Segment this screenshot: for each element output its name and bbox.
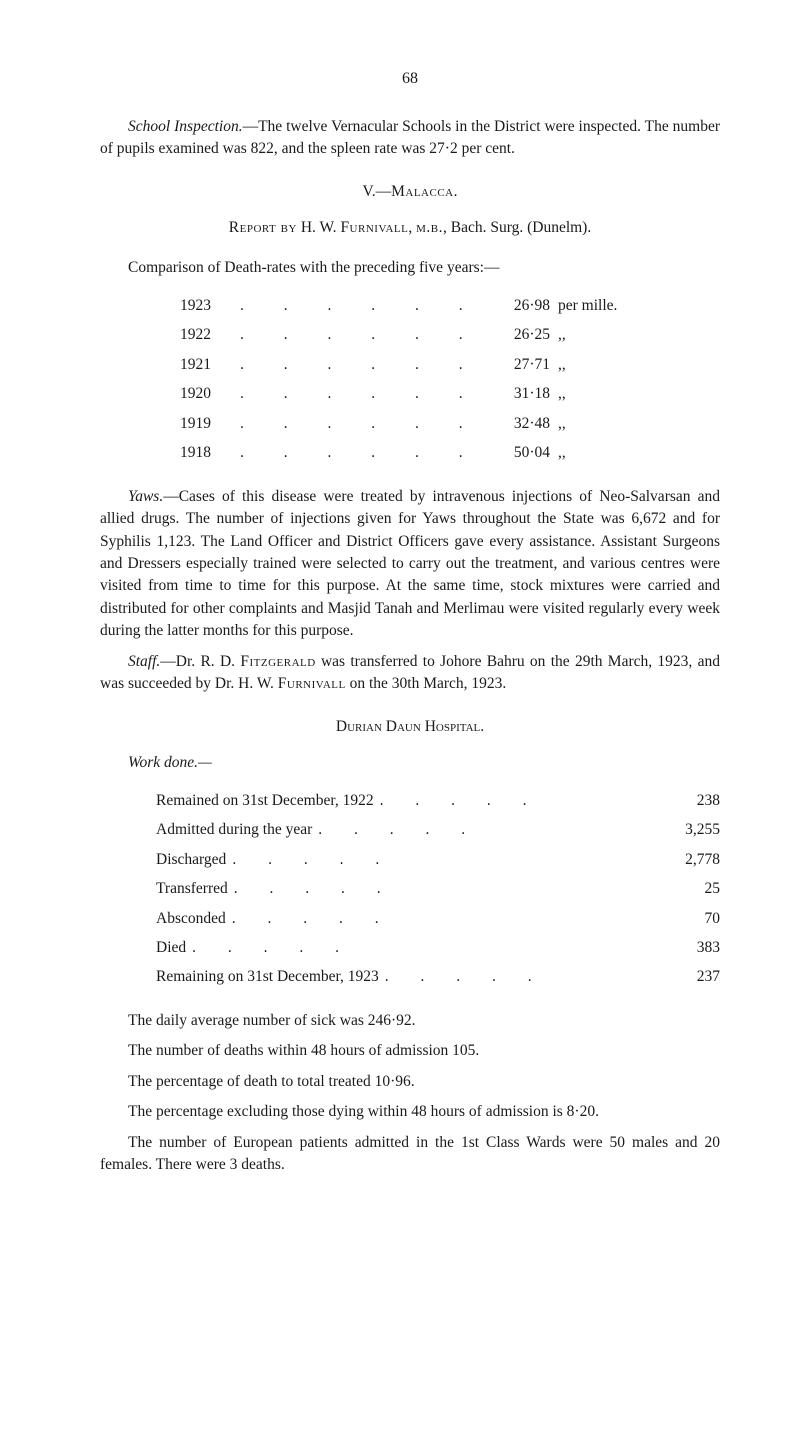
leader-dots: . . . . . [226, 904, 660, 933]
leader-dots: . . . . . [186, 933, 660, 962]
rates-value: 50·04 [490, 438, 550, 467]
rates-unit: per mille. [550, 291, 617, 320]
rates-ditto: ,, [550, 438, 566, 467]
para-deaths48: The number of deaths within 48 hours of … [100, 1040, 720, 1062]
section-heading-v: V.—Malacca. [100, 183, 720, 201]
leader-dots: . . . . . [374, 786, 660, 815]
report-by-line: Report by H. W. Furnivall, m.b., Bach. S… [100, 219, 720, 237]
work-done-label: Work done.— [128, 754, 720, 772]
rates-row: 1919 . . . . . . 32·48 ,, [180, 409, 720, 438]
work-row: Admitted during the year . . . . . 3,255 [156, 815, 720, 844]
rates-year: 1923 [180, 291, 240, 320]
work-row: Died . . . . . 383 [156, 933, 720, 962]
rates-value: 32·48 [490, 409, 550, 438]
rates-value: 26·98 [490, 291, 550, 320]
work-done-table: Remained on 31st December, 1922 . . . . … [156, 786, 720, 992]
leader-dots: . . . . . . [240, 320, 490, 349]
work-row: Remaining on 31st December, 1923 . . . .… [156, 962, 720, 991]
work-label: Remaining on 31st December, 1923 [156, 962, 379, 991]
document-page: 68 School Inspection.—The twelve Vernacu… [0, 0, 800, 1245]
work-value: 238 [660, 786, 720, 815]
report-suffix: Bach. Surg. (Dunelm). [451, 219, 591, 236]
leader-dots: . . . . . . [240, 350, 490, 379]
para-pct-total: The percentage of death to total treated… [100, 1071, 720, 1093]
rates-row: 1921 . . . . . . 27·71 ,, [180, 350, 720, 379]
work-label: Admitted during the year [156, 815, 312, 844]
hospital-heading: Durian Daun Hospital. [100, 718, 720, 736]
para-yaws: Yaws.—Cases of this disease were treated… [100, 486, 720, 643]
work-value: 383 [660, 933, 720, 962]
work-row: Remained on 31st December, 1922 . . . . … [156, 786, 720, 815]
rates-value: 27·71 [490, 350, 550, 379]
para-staff: Staff.—Dr. R. D. Fitzgerald was transfer… [100, 651, 720, 696]
work-row: Transferred . . . . . 25 [156, 874, 720, 903]
work-row: Absconded . . . . . 70 [156, 904, 720, 933]
para-daily-avg: The daily average number of sick was 246… [100, 1010, 720, 1032]
work-label: Died [156, 933, 186, 962]
rates-row: 1920 . . . . . . 31·18 ,, [180, 379, 720, 408]
para-school-inspection: School Inspection.—The twelve Vernacular… [100, 116, 720, 161]
work-label: Transferred [156, 874, 228, 903]
rates-row: 1918 . . . . . . 50·04 ,, [180, 438, 720, 467]
work-value: 2,778 [660, 845, 720, 874]
leader-dots: . . . . . [379, 962, 660, 991]
work-label: Absconded [156, 904, 226, 933]
rates-ditto: ,, [550, 409, 566, 438]
rates-year: 1919 [180, 409, 240, 438]
work-label: Remained on 31st December, 1922 [156, 786, 374, 815]
page-number: 68 [100, 70, 720, 88]
work-value: 25 [660, 874, 720, 903]
para-european: The number of European patients admitted… [100, 1132, 720, 1177]
para-pct-excl: The percentage excluding those dying wit… [100, 1101, 720, 1123]
rates-year: 1921 [180, 350, 240, 379]
rates-ditto: ,, [550, 320, 566, 349]
comparison-intro: Comparison of Death-rates with the prece… [100, 259, 720, 277]
death-rates-table: 1923 . . . . . . 26·98 per mille. 1922 .… [180, 291, 720, 468]
report-prefix: Report by [229, 219, 297, 236]
report-name: H. W. Furnivall, m.b., [301, 219, 451, 236]
rates-value: 26·25 [490, 320, 550, 349]
leader-dots: . . . . . . [240, 409, 490, 438]
rates-row: 1922 . . . . . . 26·25 ,, [180, 320, 720, 349]
work-value: 3,255 [660, 815, 720, 844]
leader-dots: . . . . . . [240, 438, 490, 467]
work-row: Discharged . . . . . 2,778 [156, 845, 720, 874]
rates-value: 31·18 [490, 379, 550, 408]
rates-ditto: ,, [550, 379, 566, 408]
rates-row: 1923 . . . . . . 26·98 per mille. [180, 291, 720, 320]
leader-dots: . . . . . [226, 845, 660, 874]
leader-dots: . . . . . . [240, 291, 490, 320]
work-label: Discharged [156, 845, 226, 874]
leader-dots: . . . . . [228, 874, 660, 903]
rates-year: 1922 [180, 320, 240, 349]
leader-dots: . . . . . [312, 815, 660, 844]
work-value: 70 [660, 904, 720, 933]
leader-dots: . . . . . . [240, 379, 490, 408]
rates-ditto: ,, [550, 350, 566, 379]
rates-year: 1920 [180, 379, 240, 408]
rates-year: 1918 [180, 438, 240, 467]
work-value: 237 [660, 962, 720, 991]
